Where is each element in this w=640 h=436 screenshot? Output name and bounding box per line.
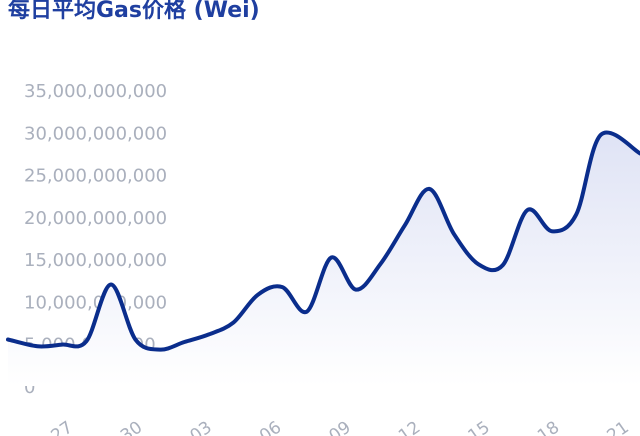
x-tick-label: 03 [187, 418, 216, 436]
gas-price-area-fill [8, 132, 640, 386]
y-tick-label: 35,000,000,000 [24, 81, 167, 102]
x-tick-label: 09 [326, 418, 355, 436]
y-tick-label: 10,000,000,000 [24, 292, 167, 313]
y-tick-label: 25,000,000,000 [24, 166, 167, 187]
x-tick-label: 30 [117, 418, 146, 436]
chart-title: 每日平均Gas价格 (Wei) [8, 0, 260, 23]
x-tick-label: 27 [48, 418, 77, 436]
y-tick-label: 30,000,000,000 [24, 123, 167, 144]
x-tick-label: 21 [604, 418, 633, 436]
x-tick-label: 06 [256, 418, 285, 436]
y-tick-label: 20,000,000,000 [24, 208, 167, 229]
y-tick-label: 0 [24, 377, 35, 398]
x-tick-label: 18 [534, 418, 563, 436]
y-tick-label: 15,000,000,000 [24, 250, 167, 271]
gas-price-line [6, 130, 640, 352]
x-tick-label: 12 [395, 418, 424, 436]
x-tick-label: 15 [465, 418, 494, 436]
